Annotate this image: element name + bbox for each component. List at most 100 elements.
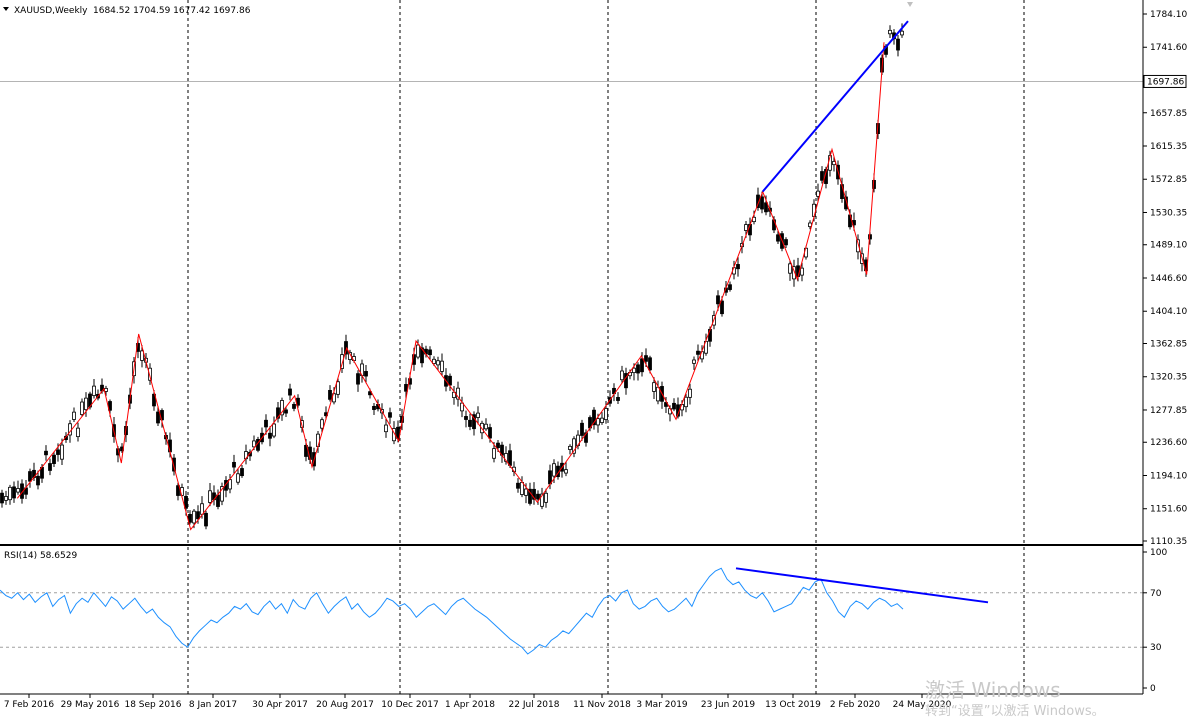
candle-body xyxy=(76,427,80,438)
price-axis-label: 1151.60 xyxy=(1150,505,1187,515)
candle-body xyxy=(648,357,652,371)
candle-body xyxy=(492,448,496,459)
symbol-menu-triangle-icon[interactable] xyxy=(3,7,9,11)
candle-body xyxy=(8,486,12,501)
candle-body xyxy=(364,371,368,377)
candle-body xyxy=(468,419,472,427)
candle-body xyxy=(356,373,360,385)
rsi-axis-label: 100 xyxy=(1150,548,1167,558)
current-price-label: 1697.86 xyxy=(1147,77,1184,87)
candle-body xyxy=(12,486,16,499)
candle-body xyxy=(172,457,176,472)
candle-body xyxy=(564,469,568,474)
candle-body xyxy=(524,488,528,496)
candle-body xyxy=(216,494,220,507)
candle-body xyxy=(476,412,480,418)
candle-body xyxy=(420,347,424,364)
candle-body xyxy=(60,444,64,460)
candle-body xyxy=(220,486,224,502)
candle-body xyxy=(620,370,624,381)
price-axis-label: 1320.35 xyxy=(1150,373,1187,383)
rsi-vertical-gridlines xyxy=(187,547,1025,694)
candle-body xyxy=(600,417,604,423)
candle-body xyxy=(304,444,308,457)
price-trendline[interactable] xyxy=(761,20,909,193)
candle-body xyxy=(844,196,848,210)
candle-body xyxy=(292,403,296,409)
candle-body xyxy=(644,355,648,362)
candle-body xyxy=(580,422,584,436)
candle-body xyxy=(140,350,144,361)
candle-body xyxy=(816,190,820,197)
candle-body xyxy=(900,30,904,36)
candle-body xyxy=(532,488,536,500)
candle-body xyxy=(728,284,732,290)
price-axis-label: 1236.60 xyxy=(1150,438,1187,448)
candle-body xyxy=(696,350,700,355)
candle-body xyxy=(592,409,596,426)
time-axis-label: 11 Nov 2018 xyxy=(573,700,631,710)
price-axis-label: 1657.85 xyxy=(1150,109,1187,119)
candle-body xyxy=(184,495,188,509)
shift-marker-icon[interactable] xyxy=(907,2,913,7)
candle-body xyxy=(320,419,324,429)
candle-body xyxy=(340,354,344,369)
candle-body xyxy=(736,264,740,270)
price-axis-label: 1277.85 xyxy=(1150,406,1187,416)
rsi-trendline[interactable] xyxy=(735,567,989,604)
time-axis-label: 1 Apr 2018 xyxy=(445,700,495,710)
rsi-level-lines xyxy=(0,592,1143,648)
rsi-plot-area xyxy=(0,547,1143,694)
candle-body xyxy=(152,393,156,407)
candle-body xyxy=(272,423,276,437)
activate-windows-watermark-subtitle: 转到“设置”以激活 Windows。 xyxy=(925,704,1105,719)
price-axis-label: 1446.60 xyxy=(1150,274,1187,284)
price-axis-label: 1404.10 xyxy=(1150,307,1187,317)
candle-body xyxy=(548,470,552,485)
candle-body xyxy=(416,344,420,358)
candle-body xyxy=(528,488,532,504)
time-axis-label: 23 Jun 2019 xyxy=(701,700,755,710)
rsi-axis: 100 70 30 0 xyxy=(1143,548,1167,694)
candle-body xyxy=(72,411,76,420)
candle-body xyxy=(432,358,436,364)
candle-body xyxy=(632,367,636,373)
price-axis-label: 1362.85 xyxy=(1150,339,1187,349)
candle-body xyxy=(428,349,432,356)
candle-body xyxy=(288,388,292,396)
candle-body xyxy=(204,512,208,527)
candle-body xyxy=(232,461,236,468)
candle-body xyxy=(784,239,788,246)
candle-body xyxy=(800,267,804,276)
time-axis-label: 3 Mar 2019 xyxy=(636,700,688,710)
price-axis-label: 1194.10 xyxy=(1150,471,1187,481)
price-axis-label: 1741.60 xyxy=(1150,43,1187,53)
candle-body xyxy=(464,416,468,420)
candle-body xyxy=(484,423,488,430)
candle-body xyxy=(156,411,160,424)
candle-body xyxy=(820,171,824,181)
candle-body xyxy=(604,408,608,421)
candle-body xyxy=(788,263,792,274)
candle-body xyxy=(584,432,588,443)
candle-body xyxy=(636,364,640,374)
candle-body xyxy=(640,358,644,373)
candle-body xyxy=(92,385,96,396)
candle-body xyxy=(4,496,8,501)
time-axis-label: 10 Dec 2017 xyxy=(381,700,439,710)
candle-body xyxy=(720,300,724,315)
candle-body xyxy=(48,463,52,471)
candle-body xyxy=(516,482,520,489)
candle-body xyxy=(80,401,84,415)
candle-body xyxy=(488,427,492,439)
symbol-label: XAUUSD,Weekly xyxy=(14,6,88,16)
time-axis-label: 8 Jan 2017 xyxy=(189,700,237,710)
price-axis-label: 1110.35 xyxy=(1150,537,1187,547)
candle-body xyxy=(684,396,688,408)
time-axis-label: 20 Aug 2017 xyxy=(316,700,374,710)
time-axis-label: 2 Feb 2020 xyxy=(830,700,881,710)
price-axis-label: 1615.35 xyxy=(1150,142,1187,152)
candle-body xyxy=(448,375,452,386)
candle-body xyxy=(208,490,212,503)
candle-body xyxy=(192,510,196,524)
